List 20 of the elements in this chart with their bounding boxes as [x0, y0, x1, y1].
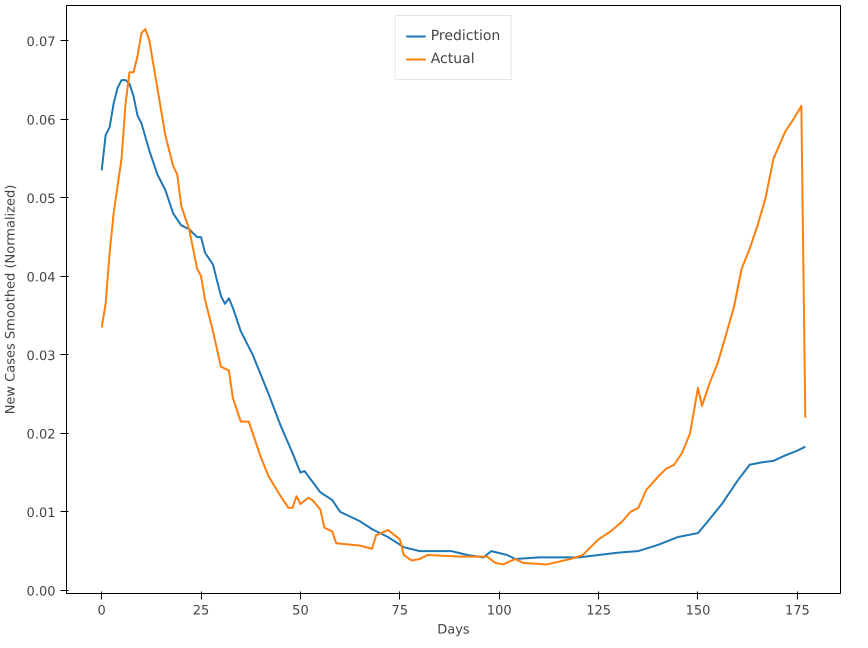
y-tick-label: 0.06	[26, 113, 56, 128]
y-tick-label: 0.02	[26, 427, 56, 442]
x-tick-label: 50	[292, 604, 309, 618]
x-tick-label: 100	[486, 604, 512, 618]
y-tick-label: 0.01	[26, 506, 56, 521]
y-tick-label: 0.07	[26, 34, 56, 50]
x-axis-title: Days	[437, 622, 470, 638]
y-axis-title: New Cases Smoothed (Normalized)	[4, 184, 19, 414]
x-tick-label: 25	[192, 604, 210, 618]
legend-label: Prediction	[430, 28, 500, 44]
y-tick-label: 0.00	[26, 584, 56, 600]
legend-label: Actual	[430, 51, 475, 67]
x-tick-label: 75	[392, 604, 408, 618]
y-tick-label: 0.04	[26, 270, 56, 286]
x-tick-label: 125	[586, 604, 612, 618]
x-tick-label: 150	[686, 604, 710, 618]
y-tick-label: 0.03	[26, 348, 56, 364]
x-tick-label: 175	[784, 604, 810, 618]
x-tick-label: 0	[98, 604, 106, 618]
y-tick-label: 0.05	[26, 192, 56, 207]
